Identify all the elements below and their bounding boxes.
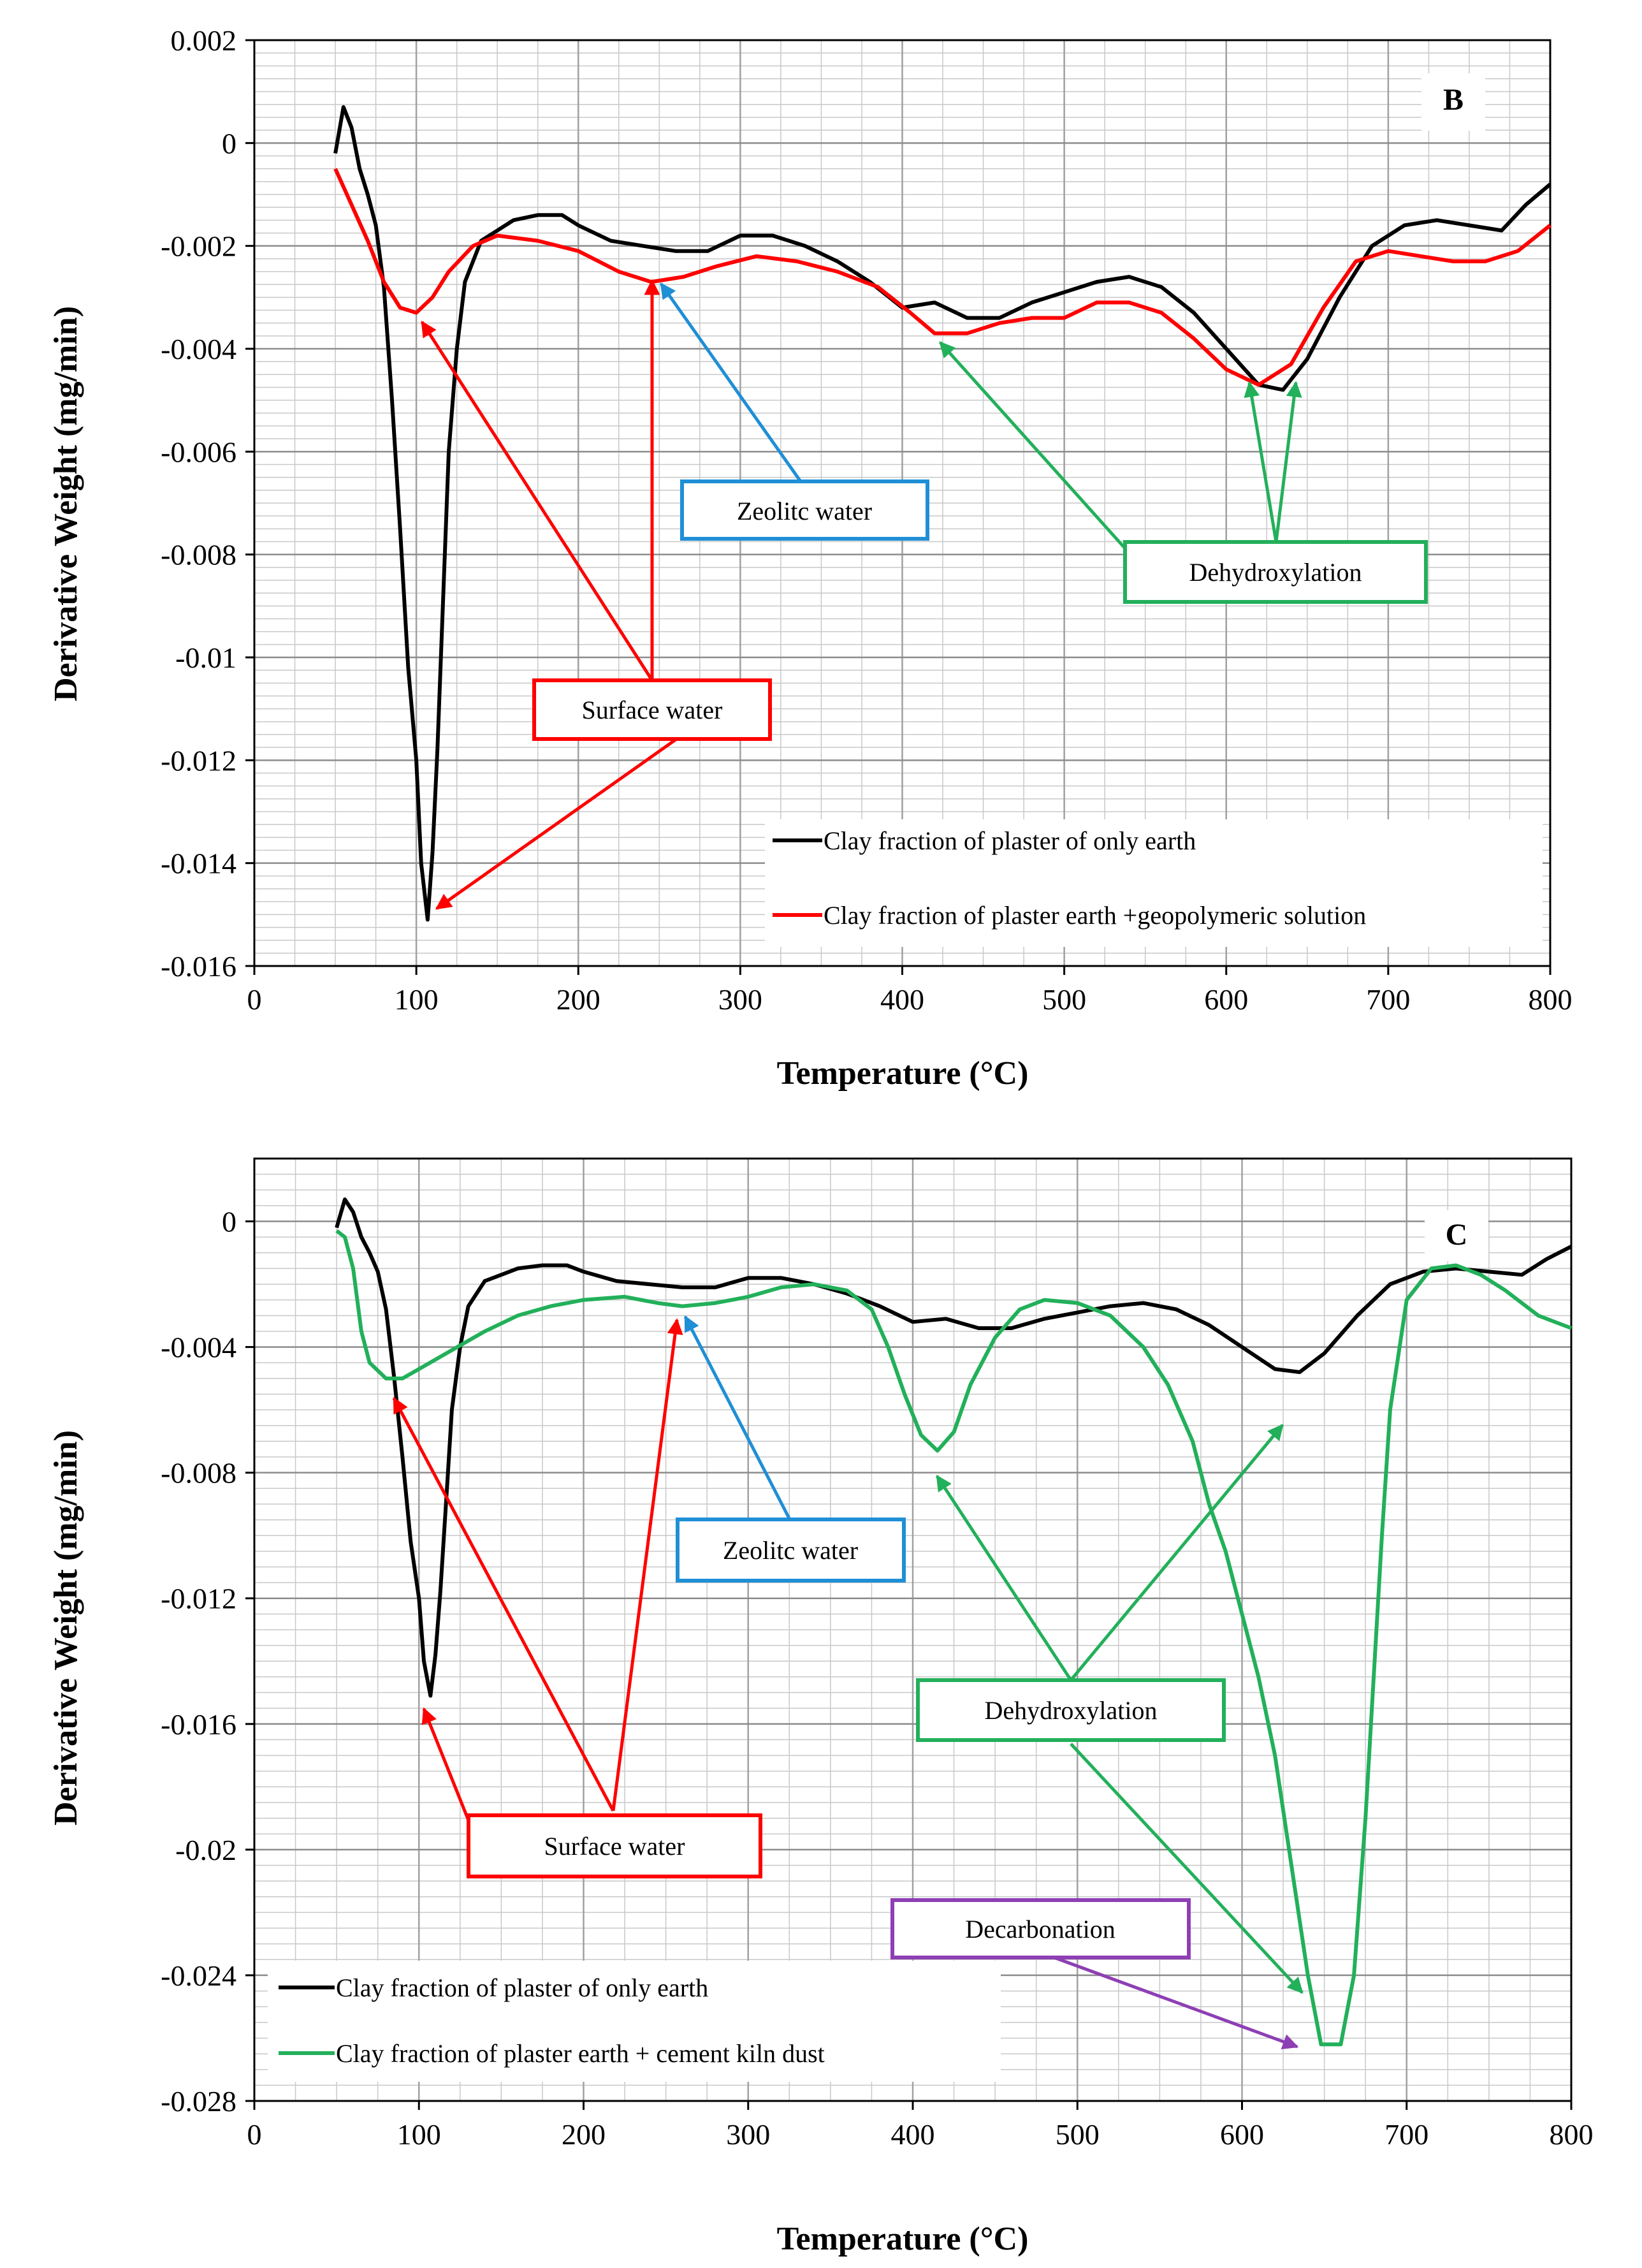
y-tick-label: -0.024 <box>161 1959 236 1992</box>
legend-label-b-0: Clay fraction of plaster of only earth <box>824 826 1196 855</box>
y-tick-label: 0 <box>222 1206 236 1238</box>
y-ticks-c: 0 -0.004 -0.008 -0.012 -0.016 -0.02 -0.024 -0.0… <box>161 1206 254 2118</box>
grid-panel-c <box>254 1159 1571 2102</box>
x-tick-label: 400 <box>891 2118 935 2151</box>
annotation-label-surface-b: Surface water <box>582 696 723 724</box>
arrow-surface-b-3 <box>435 738 677 911</box>
x-tick-label: 200 <box>556 983 600 1016</box>
x-tick-label: 400 <box>880 983 924 1016</box>
annotation-label-zeolitc-b: Zeolitc water <box>737 497 872 525</box>
annotation-label-decarb-c: Decarbonation <box>965 1915 1115 1943</box>
annotation-label-surface-c: Surface water <box>544 1832 685 1861</box>
arrow-surface-c-1 <box>392 1396 615 1812</box>
y-ticks-b: 0.002 0 -0.002 -0.004 -0.006 -0.008 -0.01 -0.01… <box>161 24 254 983</box>
arrow-dehydrox-c-3 <box>1070 1743 1304 1994</box>
y-tick-label: -0.008 <box>161 539 236 571</box>
panel-label-box-b <box>1421 73 1485 131</box>
x-tick-label: 200 <box>562 2118 606 2151</box>
y-tick-label: -0.004 <box>161 333 236 365</box>
chart-panel-b: 0.002 0 -0.002 -0.004 -0.006 -0.008 -0.01 -0.01… <box>48 24 1573 1092</box>
x-tick-label: 800 <box>1550 2118 1594 2151</box>
annotation-box-surface-c <box>467 1813 762 1878</box>
legend-c <box>268 1961 1001 2082</box>
chart-panel-c: 0 -0.004 -0.008 -0.012 -0.016 -0.02 -0.024 -0.0… <box>48 1157 1594 2257</box>
y-tick-label: -0.002 <box>161 230 236 263</box>
x-tick-label: 0 <box>247 2118 262 2151</box>
arrow-decarb-c <box>1045 1952 1299 2049</box>
y-axis-title-b: Derivative Weight (mg/min) <box>48 306 84 701</box>
y-tick-label: -0.012 <box>161 1583 236 1615</box>
legend-b <box>765 819 1543 947</box>
x-tick-label: 500 <box>1042 983 1086 1016</box>
y-tick-label: -0.012 <box>161 744 236 777</box>
y-tick-label: -0.01 <box>175 641 236 674</box>
series-c <box>335 1197 1573 2047</box>
series-line-b-0 <box>333 105 1551 922</box>
x-tick-label: 600 <box>1220 2118 1264 2151</box>
series-line-c-1 <box>335 1229 1573 2047</box>
annotation-box-dehydrox-c <box>916 1678 1226 1742</box>
panel-label-c: C <box>1446 1218 1468 1252</box>
annotation-box-surface-b <box>532 678 772 741</box>
annotation-label-dehydrox-c: Dehydroxylation <box>984 1696 1157 1725</box>
y-tick-label: -0.006 <box>161 435 236 468</box>
series-b <box>333 105 1551 922</box>
arrow-surface-c-2 <box>611 1318 683 1811</box>
x-tick-label: 300 <box>726 2118 770 2151</box>
x-axis-title-c: Temperature (°C) <box>777 2221 1029 2257</box>
y-axis-title-c: Derivative Weight (mg/min) <box>48 1430 84 1825</box>
annotation-box-dehydrox-b <box>1123 540 1428 604</box>
arrow-dehydrox-b-2 <box>1244 381 1278 543</box>
x-tick-label: 500 <box>1056 2118 1100 2151</box>
panel-label-b: B <box>1443 83 1464 117</box>
y-tick-label: -0.016 <box>161 950 236 983</box>
y-tick-label: -0.014 <box>161 847 236 880</box>
legend-label-c-1: Clay fraction of plaster earth + cement … <box>336 2039 825 2068</box>
x-ticks-b: 0 100 200 300 400 500 600 700 800 <box>247 966 1573 1016</box>
arrow-surface-b-1 <box>420 320 654 682</box>
arrow-dehydrox-b-3 <box>1274 381 1302 543</box>
series-line-b-1 <box>333 168 1551 387</box>
x-tick-label: 0 <box>247 983 262 1016</box>
annotation-label-dehydrox-b: Dehydroxylation <box>1189 558 1362 587</box>
x-tick-label: 300 <box>718 983 762 1016</box>
y-tick-label: -0.004 <box>161 1331 236 1364</box>
y-tick-label: 0 <box>222 127 236 159</box>
y-tick-label: -0.028 <box>161 2085 236 2118</box>
y-tick-label: 0.002 <box>171 24 237 57</box>
series-line-c-0 <box>335 1197 1573 1698</box>
arrow-zeolitc-b <box>659 282 803 483</box>
arrow-dehydrox-c-1 <box>935 1474 1073 1681</box>
arrow-surface-c-3 <box>421 1707 470 1821</box>
grid-panel-b <box>254 39 1550 967</box>
x-ticks-c: 0 100 200 300 400 500 600 700 800 <box>247 2101 1594 2151</box>
annotation-box-zeolitc-c <box>676 1518 906 1583</box>
x-axis-title-b: Temperature (°C) <box>777 1055 1029 1092</box>
annotation-box-decarb-c <box>890 1898 1191 1959</box>
x-tick-label: 600 <box>1204 983 1248 1016</box>
x-tick-label: 100 <box>395 983 439 1016</box>
arrow-zeolitc-c <box>683 1315 792 1522</box>
y-tick-label: -0.02 <box>175 1834 236 1866</box>
arrow-dehydrox-c-2 <box>1070 1424 1284 1681</box>
x-tick-label: 800 <box>1529 983 1573 1016</box>
annotation-label-zeolitc-c: Zeolitc water <box>723 1536 858 1565</box>
y-tick-label: -0.016 <box>161 1708 236 1741</box>
x-tick-label: 700 <box>1384 2118 1428 2151</box>
y-tick-label: -0.008 <box>161 1457 236 1489</box>
x-tick-label: 700 <box>1366 983 1410 1016</box>
legend-label-b-1: Clay fraction of plaster earth +geopolym… <box>824 901 1366 930</box>
arrow-dehydrox-b-1 <box>939 341 1126 550</box>
legend-label-c-0: Clay fraction of plaster of only earth <box>336 1973 708 2002</box>
x-tick-label: 100 <box>397 2118 441 2151</box>
panel-label-box-c <box>1425 1210 1488 1261</box>
annotation-box-zeolitc-b <box>680 479 929 541</box>
